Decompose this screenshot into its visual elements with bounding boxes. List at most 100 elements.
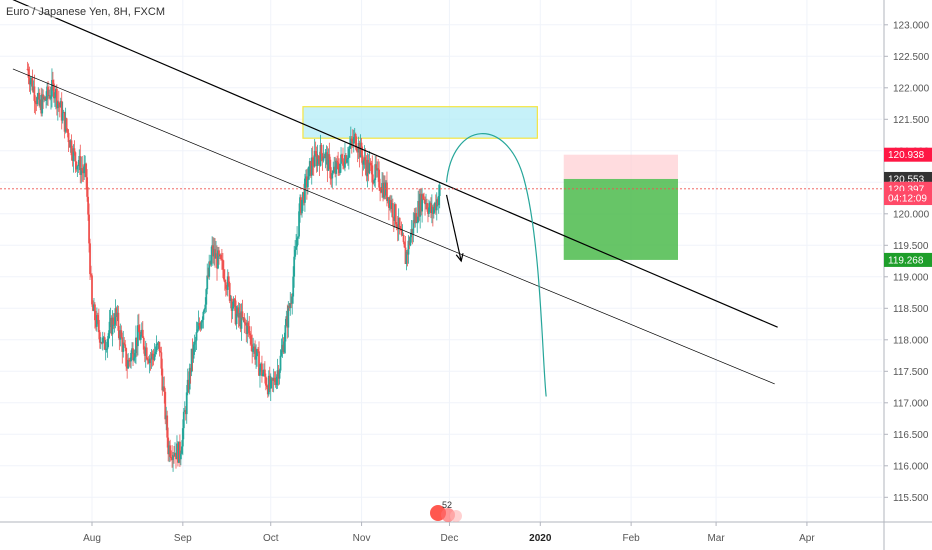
candle-body bbox=[107, 333, 110, 340]
candle bbox=[87, 186, 89, 221]
candle bbox=[437, 184, 440, 214]
candle-body bbox=[288, 305, 291, 309]
candle bbox=[355, 136, 358, 153]
candle-body bbox=[388, 200, 391, 208]
candle bbox=[191, 338, 194, 371]
candle-body bbox=[129, 360, 131, 362]
candle bbox=[112, 313, 115, 329]
candle-body bbox=[265, 385, 268, 388]
candle-body bbox=[59, 101, 62, 108]
candle bbox=[109, 307, 112, 328]
candle-body bbox=[103, 337, 106, 350]
candle bbox=[198, 317, 201, 331]
candle bbox=[421, 187, 424, 223]
candle bbox=[340, 147, 342, 173]
candle-body bbox=[163, 386, 166, 392]
y-tick-label: 123.000 bbox=[893, 20, 930, 31]
candle-body bbox=[321, 153, 324, 161]
y-tick-label: 117.000 bbox=[893, 398, 929, 409]
candle-body bbox=[435, 199, 438, 211]
candle bbox=[183, 401, 186, 412]
candle bbox=[244, 318, 247, 326]
candle-body bbox=[126, 366, 129, 369]
candle bbox=[379, 178, 382, 202]
candle bbox=[335, 158, 338, 186]
candle-body bbox=[167, 437, 170, 455]
candle-body bbox=[394, 204, 397, 225]
candle bbox=[287, 301, 290, 338]
candle-body bbox=[358, 142, 361, 158]
candle-body bbox=[342, 158, 344, 166]
candle-body bbox=[51, 79, 53, 97]
candle bbox=[62, 109, 65, 114]
candle-body bbox=[44, 97, 47, 101]
candle-body bbox=[284, 325, 287, 342]
candle bbox=[363, 145, 366, 169]
candle-body bbox=[181, 428, 184, 447]
candle bbox=[426, 198, 428, 212]
candle bbox=[243, 313, 246, 334]
candle bbox=[324, 149, 327, 169]
candle-body bbox=[294, 249, 297, 257]
candle bbox=[386, 171, 388, 207]
candle-body bbox=[72, 148, 75, 161]
candle bbox=[123, 337, 126, 346]
candle-body bbox=[420, 193, 423, 212]
candle-body bbox=[40, 99, 43, 114]
candle bbox=[285, 310, 288, 326]
candle-body bbox=[227, 276, 230, 284]
price-tag: 120.938 bbox=[884, 147, 932, 162]
y-tick-label: 122.000 bbox=[893, 83, 930, 94]
candle bbox=[268, 366, 271, 393]
candle-body bbox=[204, 304, 207, 310]
candle bbox=[387, 197, 389, 204]
candle-body bbox=[303, 192, 305, 203]
candle bbox=[267, 370, 270, 397]
candle-body bbox=[320, 144, 323, 154]
candle bbox=[310, 147, 313, 185]
candle-body bbox=[196, 329, 199, 333]
candle-body bbox=[244, 322, 247, 324]
candle bbox=[150, 349, 153, 369]
candle-body bbox=[437, 195, 440, 205]
candle-body bbox=[387, 197, 389, 201]
x-tick-label: Feb bbox=[623, 533, 641, 544]
candle-body bbox=[251, 344, 254, 352]
candle bbox=[364, 148, 367, 175]
candle-body bbox=[93, 304, 95, 311]
candle-body bbox=[372, 182, 375, 184]
candle bbox=[345, 153, 347, 165]
candle bbox=[237, 302, 240, 328]
candle-body bbox=[363, 157, 366, 161]
candle-body bbox=[220, 259, 223, 261]
candle bbox=[89, 238, 91, 280]
candle-body bbox=[216, 253, 218, 269]
candle bbox=[38, 88, 41, 108]
candle bbox=[137, 314, 139, 356]
candle bbox=[346, 146, 349, 166]
candle bbox=[275, 374, 278, 390]
candle bbox=[37, 87, 40, 100]
candle-body bbox=[307, 166, 310, 180]
candle bbox=[304, 173, 306, 212]
candle bbox=[71, 145, 74, 167]
candle-body bbox=[131, 348, 133, 353]
candle-body bbox=[175, 452, 177, 460]
y-tick-label: 121.500 bbox=[893, 115, 930, 126]
candle bbox=[127, 353, 130, 370]
candle-body bbox=[69, 140, 72, 148]
candle-body bbox=[391, 203, 394, 218]
candle bbox=[260, 362, 262, 372]
candle bbox=[235, 305, 238, 330]
candle-body bbox=[98, 332, 101, 343]
candle bbox=[329, 156, 332, 185]
candle bbox=[167, 427, 170, 462]
candle-body bbox=[130, 352, 132, 362]
candle bbox=[132, 342, 134, 367]
candle bbox=[306, 167, 309, 195]
candle bbox=[41, 88, 44, 117]
candle bbox=[239, 303, 242, 333]
candle bbox=[69, 139, 72, 153]
